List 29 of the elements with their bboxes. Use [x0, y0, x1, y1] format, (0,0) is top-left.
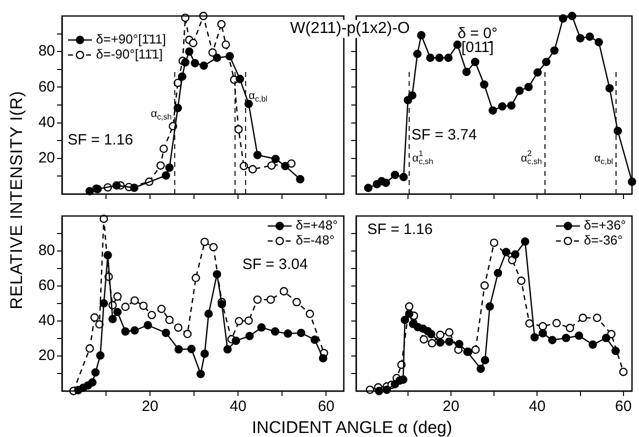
- legend-label: δ=+90°[1̄11]: [96, 32, 166, 47]
- legend-label: δ=-48°: [296, 232, 335, 248]
- x-tick-label: 40: [230, 398, 246, 416]
- annotation: SF = 3.04: [242, 256, 308, 274]
- y-tick-label: 80: [38, 242, 55, 260]
- chart-title: W(211)-p(1x2)-O: [288, 20, 412, 38]
- y-tick-label: 20: [38, 347, 55, 364]
- x-tick-label: 60: [318, 398, 335, 416]
- y-tick-label: 60: [38, 78, 55, 96]
- annotation: δ = 0°: [458, 24, 498, 42]
- legend-label: δ=-90°[11̄1]: [96, 46, 163, 62]
- x-tick-label: 60: [615, 398, 632, 416]
- legend-label: δ=+48°: [296, 218, 338, 233]
- y-tick-label: 80: [38, 42, 55, 60]
- x-tick-label: 40: [528, 398, 546, 416]
- x-tick-label: 20: [442, 398, 460, 416]
- y-axis-title: RELATIVE INTENSITY I(R): [7, 90, 27, 310]
- y-tick-label: 40: [38, 312, 55, 330]
- legend-label: δ=+36°: [584, 218, 626, 233]
- y-tick-label: 60: [38, 277, 55, 294]
- annotation: SF = 1.16: [68, 132, 134, 149]
- annotation: [011̄]: [461, 39, 494, 56]
- y-tick-label: 20: [38, 150, 55, 167]
- annotation: SF = 3.74: [411, 126, 477, 144]
- y-tick-label: 40: [38, 114, 55, 131]
- legend-label: δ=-36°: [584, 232, 623, 248]
- annotation: SF = 1.16: [367, 221, 433, 238]
- x-tick-label: 20: [142, 398, 158, 416]
- x-axis-title: INCIDENT ANGLE α (deg): [252, 418, 452, 437]
